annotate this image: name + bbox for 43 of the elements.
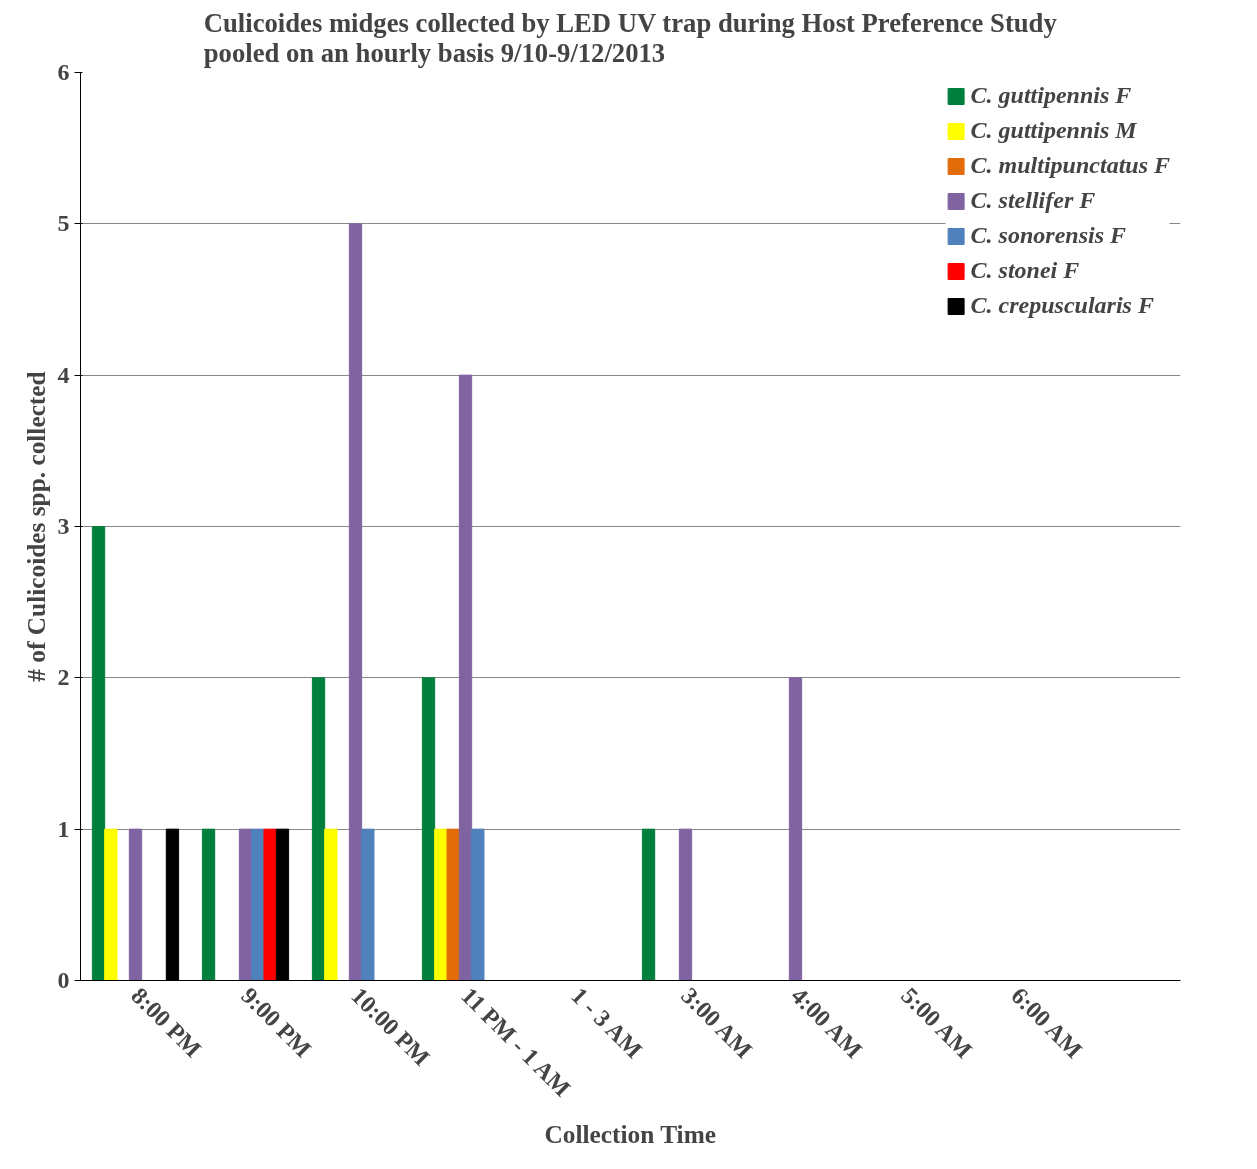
bar	[458, 374, 473, 981]
bar	[348, 223, 363, 981]
y-tick-label: 3	[57, 513, 70, 539]
bar	[238, 828, 253, 981]
legend-label: C. sonorensis F	[970, 222, 1126, 249]
bar	[361, 828, 375, 981]
bar	[311, 677, 326, 981]
x-tick-label: 9:00 PM	[236, 982, 317, 1063]
x-tick-label: 5:00 AM	[896, 982, 978, 1064]
y-tick-label: 1	[57, 815, 70, 842]
legend-label: C. guttipennis M	[970, 117, 1137, 144]
bar	[434, 828, 448, 981]
legend-label: C. stonei F	[970, 257, 1080, 284]
x-tick-label: 3:00 AM	[676, 982, 758, 1064]
bar	[788, 677, 803, 981]
x-tick-label: 8:00 PM	[126, 982, 207, 1063]
bar	[201, 828, 216, 981]
x-tick-label: 4:00 AM	[786, 982, 868, 1064]
legend-label: C. crepuscularis F	[970, 292, 1154, 319]
x-tick-label: 6:00 AM	[1006, 982, 1088, 1064]
y-tick-label: 4	[57, 361, 70, 388]
bar	[446, 828, 460, 981]
legend-label: C. multipunctatus F	[970, 152, 1170, 179]
bar	[251, 828, 265, 981]
chart-title: Culicoides midges collected by LED UV trap during Host Preference Study pooled on an hourly basis 9/10-9/12/2013	[203, 7, 1058, 68]
y-tick-label: 0	[57, 967, 70, 993]
x-tick-label: 1 - 3 AM	[566, 982, 648, 1064]
y-axis-title: # of Culicoides spp. collected	[21, 371, 50, 682]
bar	[421, 677, 436, 981]
bar	[263, 828, 277, 981]
y-tick-label: 2	[57, 664, 70, 691]
bar	[678, 828, 693, 981]
bar	[324, 828, 338, 981]
x-axis-title: Collection Time	[544, 1119, 716, 1148]
bar	[128, 828, 143, 981]
bar	[471, 828, 485, 981]
y-tick-label: 5	[57, 210, 70, 237]
bar	[104, 828, 118, 981]
bar	[91, 526, 106, 981]
bar	[641, 828, 656, 981]
legend-label: C. guttipennis F	[970, 82, 1132, 109]
y-tick-label: 6	[57, 59, 70, 85]
legend-label: C. stellifer F	[970, 187, 1096, 214]
